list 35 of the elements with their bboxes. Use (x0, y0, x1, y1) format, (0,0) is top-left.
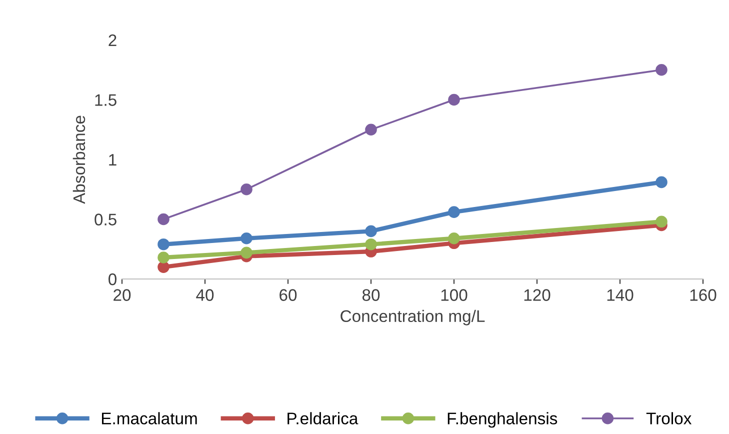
legend-label: F.benghalensis (448, 412, 558, 428)
point (240, 246, 252, 259)
point (656, 64, 668, 76)
point (365, 225, 377, 238)
point (158, 252, 170, 264)
point (240, 232, 252, 244)
point (158, 238, 170, 250)
x-axis-title: Concentration mg/L (340, 310, 485, 326)
point (448, 206, 460, 218)
x-tick-label: 80 (362, 289, 380, 301)
y-tick-label: 0.5 (94, 214, 116, 226)
x-tick-label: 60 (280, 289, 297, 301)
point (656, 176, 668, 188)
point (158, 213, 170, 226)
y-tick-label: 0 (108, 273, 116, 286)
point (240, 183, 252, 196)
x-tick-label: 160 (690, 289, 716, 301)
y-tick-label: 2 (108, 34, 116, 46)
point (158, 261, 170, 273)
x-tick-label: 40 (196, 289, 214, 301)
x-tick-label: 120 (524, 289, 550, 301)
legend-label: P.eldarica (288, 412, 358, 424)
legend-label: Trolox (646, 412, 692, 424)
point (448, 232, 460, 244)
y-axis-title: Absorbance (72, 116, 86, 204)
legend-label: E.macalatum (102, 412, 197, 424)
y-tick-label: 1.5 (95, 94, 116, 106)
point (365, 238, 377, 250)
point (365, 124, 377, 136)
x-tick-label: 20 (114, 289, 131, 301)
x-tick-label: 140 (607, 289, 634, 301)
point (656, 216, 668, 228)
x-tick-label: 100 (441, 289, 468, 301)
point (448, 94, 460, 106)
y-tick-label: 1 (109, 154, 116, 166)
